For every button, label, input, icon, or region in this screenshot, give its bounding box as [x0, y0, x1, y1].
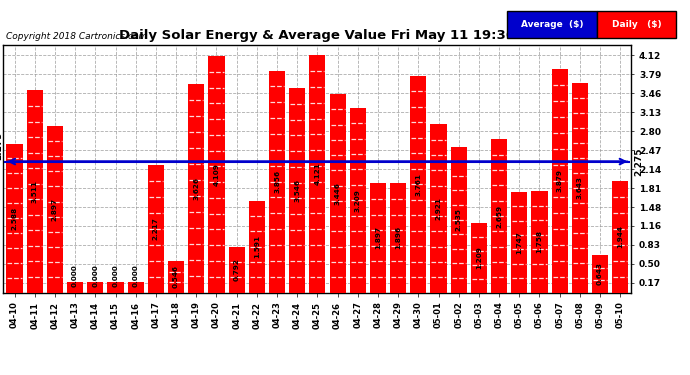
Bar [431, 124, 446, 292]
Bar [350, 108, 366, 292]
Text: 2.659: 2.659 [496, 204, 502, 228]
Text: 1.747: 1.747 [516, 231, 522, 254]
Title: Daily Solar Energy & Average Value Fri May 11 19:36: Daily Solar Energy & Average Value Fri M… [119, 30, 515, 42]
Text: 0.000: 0.000 [112, 265, 119, 287]
Bar [531, 191, 548, 292]
Bar [491, 140, 507, 292]
Text: 1.758: 1.758 [537, 230, 542, 254]
Text: 0.000: 0.000 [72, 265, 78, 287]
Bar [330, 94, 346, 292]
Text: 3.879: 3.879 [557, 170, 562, 192]
Bar [390, 183, 406, 292]
Bar [411, 76, 426, 292]
Bar [592, 255, 608, 292]
Bar [168, 261, 184, 292]
Text: 1.591: 1.591 [254, 235, 260, 258]
Bar [269, 70, 285, 292]
Text: 3.761: 3.761 [415, 173, 422, 196]
Text: 2.275: 2.275 [0, 131, 3, 160]
Bar [511, 192, 527, 292]
Bar [6, 144, 23, 292]
Text: 1.897: 1.897 [375, 226, 381, 249]
Bar [228, 247, 245, 292]
Bar [289, 88, 305, 292]
Text: 1.209: 1.209 [476, 246, 482, 269]
Text: 3.446: 3.446 [335, 182, 341, 205]
Bar [471, 223, 487, 292]
Text: 3.643: 3.643 [577, 176, 583, 199]
Bar [47, 126, 63, 292]
Bar [249, 201, 265, 292]
Text: 4.121: 4.121 [315, 162, 320, 185]
Text: 2.535: 2.535 [455, 208, 462, 231]
Text: 0.000: 0.000 [92, 265, 98, 287]
Text: 0.000: 0.000 [132, 265, 139, 287]
Bar [572, 83, 588, 292]
Bar [370, 183, 386, 292]
Bar [87, 282, 104, 292]
Text: 2.588: 2.588 [12, 207, 17, 230]
Bar [108, 282, 124, 292]
Text: 2.217: 2.217 [153, 217, 159, 240]
Bar [208, 56, 224, 292]
Text: 3.856: 3.856 [274, 170, 280, 193]
Bar [188, 84, 204, 292]
Text: 3.546: 3.546 [294, 179, 300, 202]
Text: 0.643: 0.643 [597, 262, 603, 285]
Text: Average  ($): Average ($) [521, 20, 583, 29]
Text: Daily   ($): Daily ($) [612, 20, 661, 29]
Bar [67, 282, 83, 292]
Bar [451, 147, 467, 292]
Text: 3.626: 3.626 [193, 177, 199, 200]
Text: Copyright 2018 Cartronics.com: Copyright 2018 Cartronics.com [6, 32, 147, 41]
Bar [309, 55, 326, 292]
Text: 0.546: 0.546 [173, 265, 179, 288]
Text: 1.896: 1.896 [395, 226, 401, 249]
Bar [148, 165, 164, 292]
Bar [612, 181, 629, 292]
Bar [551, 69, 568, 292]
Text: 0.792: 0.792 [234, 258, 239, 281]
Text: 2.275: 2.275 [635, 147, 644, 176]
Text: 2.921: 2.921 [435, 197, 442, 220]
Bar [27, 90, 43, 292]
Text: 3.511: 3.511 [32, 180, 38, 203]
Text: 4.109: 4.109 [213, 163, 219, 186]
Text: 2.897: 2.897 [52, 198, 58, 220]
Bar [128, 282, 144, 292]
Text: 3.209: 3.209 [355, 189, 361, 211]
Text: 1.944: 1.944 [618, 225, 623, 248]
